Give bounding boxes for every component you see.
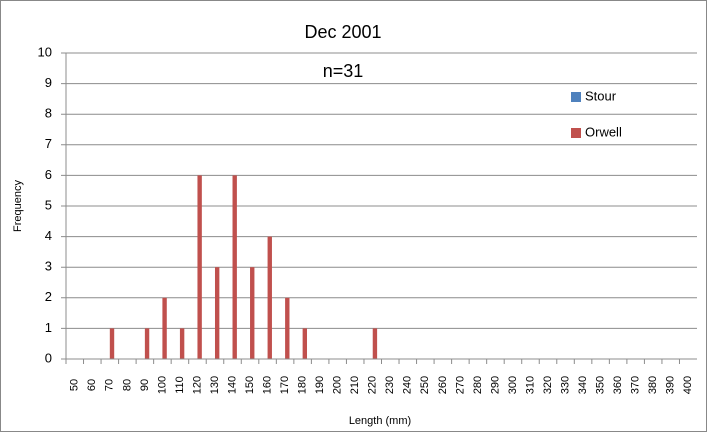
y-tick-label: 2 <box>45 289 52 304</box>
bar <box>109 328 115 359</box>
x-tick-label: 270 <box>454 376 466 394</box>
bar <box>197 175 202 359</box>
bar <box>302 328 308 359</box>
x-tick-label: 300 <box>507 376 519 394</box>
x-tick-label: 350 <box>595 376 607 394</box>
bar <box>285 297 290 359</box>
x-tick-label: 340 <box>577 376 589 394</box>
x-tick-label: 250 <box>419 376 431 394</box>
y-tick-label: 0 <box>45 350 52 365</box>
x-tick-label: 80 <box>121 379 133 391</box>
x-tick-label: 90 <box>139 379 151 391</box>
y-tick-label: 4 <box>45 228 52 243</box>
x-tick-label: 330 <box>559 376 571 394</box>
x-tick-label: 100 <box>156 376 168 394</box>
y-tick-label: 7 <box>45 136 52 151</box>
y-tick-label: 10 <box>38 44 52 59</box>
x-tick-label: 140 <box>226 376 238 394</box>
x-tick-label: 260 <box>437 376 449 394</box>
bar <box>250 267 255 359</box>
y-axis-title: Frequency <box>12 180 24 232</box>
x-tick-label: 150 <box>244 376 256 394</box>
y-tick-label: 3 <box>45 259 52 274</box>
x-tick-label: 310 <box>524 376 536 394</box>
chart-subtitle: n=31 <box>323 61 364 81</box>
x-tick-label: 110 <box>174 376 186 394</box>
bar <box>267 236 272 359</box>
bar <box>372 328 378 359</box>
y-tick-label: 9 <box>45 75 52 90</box>
bar <box>162 297 167 359</box>
bar <box>232 175 237 359</box>
y-tick-label: 8 <box>45 106 52 121</box>
x-tick-label: 400 <box>682 376 694 394</box>
bar <box>214 267 220 359</box>
x-tick-label: 280 <box>472 376 484 394</box>
y-tick-label: 1 <box>45 320 52 335</box>
x-tick-label: 380 <box>647 376 659 394</box>
bar <box>144 328 150 359</box>
x-tick-label: 120 <box>191 376 203 394</box>
x-tick-label: 160 <box>261 376 273 394</box>
legend-swatch <box>571 128 581 138</box>
x-tick-label: 290 <box>489 376 501 394</box>
x-tick-label: 170 <box>279 376 291 394</box>
y-tick-label: 5 <box>45 197 52 212</box>
x-axis-title: Length (mm) <box>349 415 411 427</box>
x-tick-label: 230 <box>384 376 396 394</box>
x-tick-label: 70 <box>104 379 116 391</box>
legend-label: Orwell <box>585 124 622 139</box>
y-tick-label: 6 <box>45 167 52 182</box>
x-tick-label: 360 <box>612 376 624 394</box>
x-tick-label: 180 <box>297 376 309 394</box>
chart-title: Dec 2001 <box>304 22 381 42</box>
x-tick-label: 390 <box>665 376 677 394</box>
x-tick-label: 50 <box>69 379 81 391</box>
x-tick-label: 240 <box>402 376 414 394</box>
x-tick-label: 220 <box>367 376 379 394</box>
x-tick-label: 320 <box>542 376 554 394</box>
x-tick-label: 210 <box>349 376 361 394</box>
legend-label: Stour <box>585 88 617 103</box>
x-tick-label: 60 <box>86 379 98 391</box>
x-tick-label: 200 <box>332 376 344 394</box>
x-tick-label: 130 <box>209 376 221 394</box>
x-tick-label: 190 <box>314 376 326 394</box>
x-tick-label: 370 <box>630 376 642 394</box>
bar <box>179 328 185 359</box>
legend-swatch <box>571 92 581 102</box>
